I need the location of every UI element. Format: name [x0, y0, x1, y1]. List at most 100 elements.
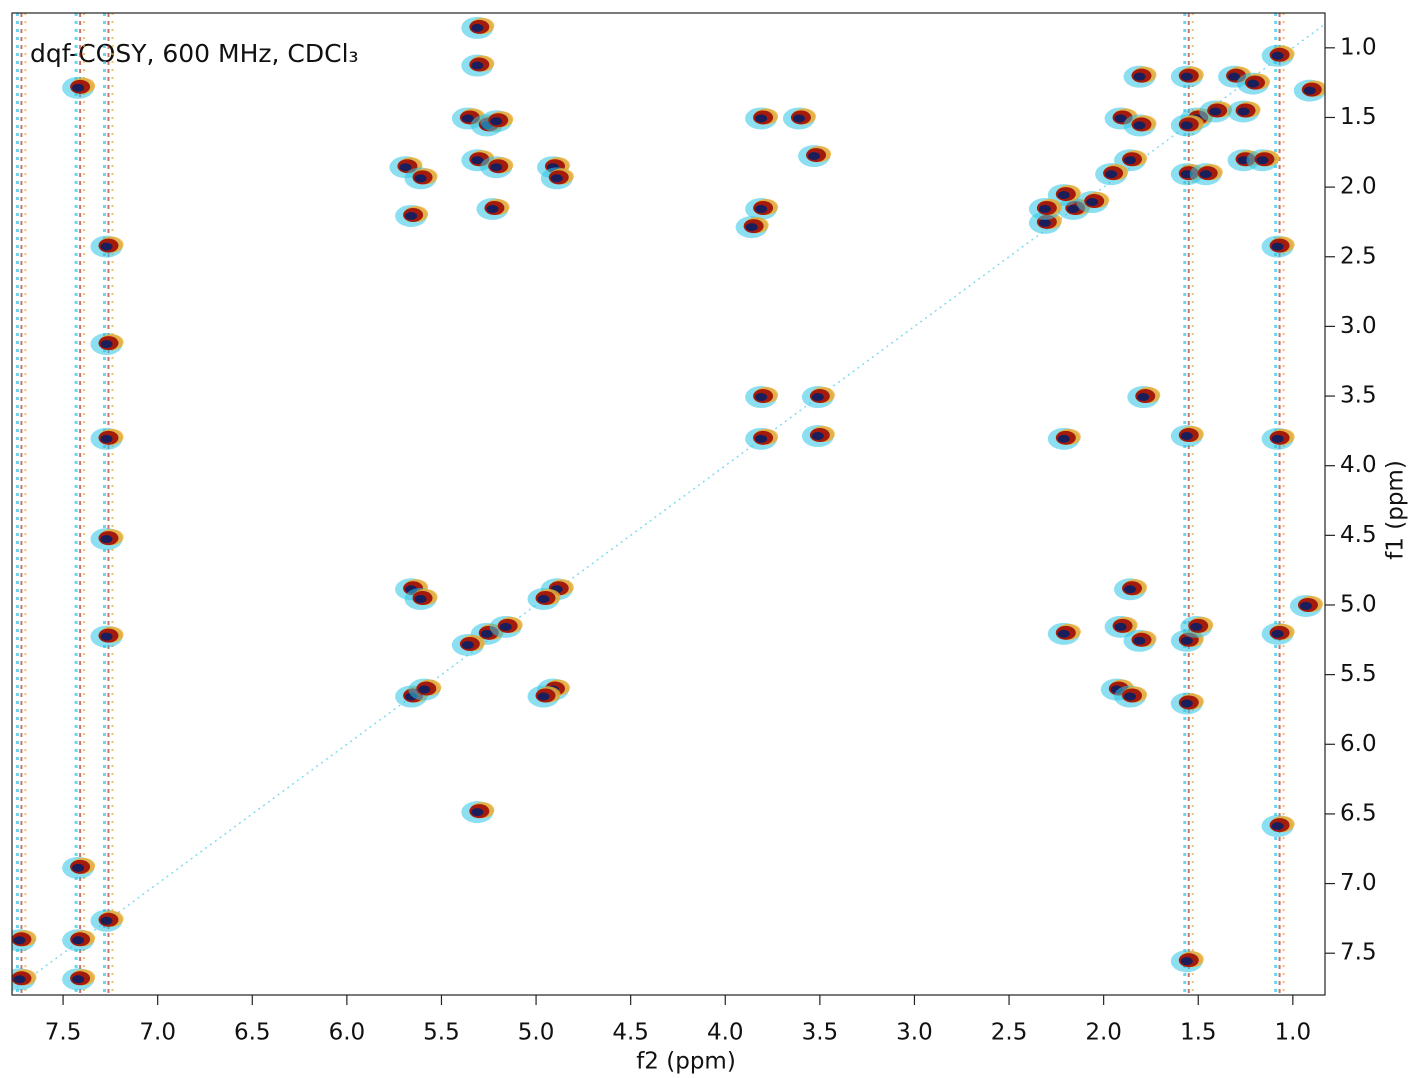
cross-peak: [480, 156, 514, 179]
cross-peak: [90, 625, 124, 648]
peak-core: [461, 114, 474, 123]
cross-peak: [489, 615, 523, 638]
cross-peak: [408, 678, 442, 701]
peak-core: [1057, 629, 1070, 638]
peak-core: [471, 156, 484, 165]
cross-peak: [1189, 163, 1223, 186]
peak-core: [1114, 622, 1127, 631]
peak-core: [414, 595, 427, 604]
peak-core: [1137, 393, 1150, 402]
peak-core: [72, 83, 85, 92]
cross-peak: [1170, 114, 1204, 137]
x-tick-label: 3.0: [896, 1020, 933, 1046]
cross-peak: [798, 145, 832, 168]
cross-peak: [476, 198, 510, 221]
cross-peak: [90, 235, 124, 258]
y-tick-label: 6.0: [1340, 731, 1377, 757]
peak-core: [1271, 822, 1284, 831]
cross-peak: [782, 107, 816, 130]
peak-core: [72, 863, 85, 872]
cross-peak: [62, 856, 96, 879]
peak-core: [1038, 218, 1051, 227]
peak-core: [418, 685, 431, 694]
peak-core: [490, 117, 503, 126]
peak-core: [1246, 79, 1259, 88]
diagonal: [12, 23, 1325, 992]
cross-peak: [1261, 622, 1295, 645]
cross-peak: [480, 110, 514, 133]
y-tick-label: 1.0: [1340, 34, 1377, 60]
peak-core: [1057, 191, 1070, 200]
peak-core: [755, 393, 768, 402]
cross-peak: [1236, 72, 1270, 95]
x-tick-label: 5.5: [423, 1020, 460, 1046]
x-tick-label: 7.0: [139, 1020, 176, 1046]
plot-frame: [11, 12, 1326, 996]
x-axis-label: f2 (ppm): [636, 1049, 736, 1075]
cross-peak: [1123, 629, 1157, 652]
peak-core: [537, 692, 550, 701]
cross-peak: [451, 633, 485, 656]
peak-core: [13, 975, 26, 984]
peak-core: [1209, 107, 1222, 116]
peak-core: [1124, 156, 1137, 165]
y-axis-label: f1 (ppm): [1383, 460, 1409, 560]
cross-peak: [1047, 427, 1081, 450]
peak-core: [1271, 434, 1284, 443]
cross-peak: [461, 16, 495, 39]
peak-core: [100, 632, 113, 641]
peak-core: [1180, 72, 1193, 81]
cross-peak: [461, 801, 495, 824]
cross-peak: [1246, 149, 1280, 172]
cross-peak: [527, 588, 561, 611]
peak-core: [1124, 692, 1137, 701]
cross-peak: [1095, 163, 1129, 186]
cross-peak: [12, 968, 37, 991]
peak-core: [811, 393, 824, 402]
peak-core: [100, 434, 113, 443]
cross-peak: [1076, 191, 1110, 214]
peak-core: [480, 629, 493, 638]
x-tick-label: 1.5: [1180, 1020, 1217, 1046]
y-tick-label: 1.5: [1340, 104, 1377, 130]
peak-core: [100, 535, 113, 544]
peak-core: [414, 174, 427, 183]
cross-peak: [395, 204, 429, 227]
peak-core: [1271, 242, 1284, 251]
ridge: [102, 13, 114, 995]
cross-peak: [540, 167, 574, 190]
peak-core: [1180, 636, 1193, 645]
cross-peak: [735, 216, 769, 239]
y-tick-label: 2.5: [1340, 243, 1377, 269]
cross-peak: [90, 909, 124, 932]
peak-core: [471, 61, 484, 70]
peak-core: [1299, 601, 1312, 610]
peak-core: [72, 975, 85, 984]
peak-core: [1180, 699, 1193, 708]
peak-core: [1237, 107, 1250, 116]
cross-peak: [1028, 198, 1062, 221]
cross-peak: [1104, 615, 1138, 638]
ridge: [1183, 13, 1194, 995]
y-tick-label: 7.5: [1340, 940, 1377, 966]
peak-core: [100, 340, 113, 349]
x-tick-label: 6.0: [329, 1020, 366, 1046]
cross-peak: [62, 929, 96, 952]
cross-peak: [62, 76, 96, 99]
peak-core: [1271, 51, 1284, 60]
peak-core: [1256, 156, 1269, 165]
peak-core: [808, 152, 821, 161]
x-tick-label: 2.0: [1085, 1020, 1122, 1046]
peak-core: [1228, 72, 1241, 81]
peak-core: [811, 432, 824, 441]
cross-peak: [745, 386, 779, 409]
y-tick-label: 7.0: [1340, 870, 1377, 896]
cross-peak: [801, 425, 835, 448]
peak-core: [471, 808, 484, 817]
cross-peak: [1114, 149, 1148, 172]
x-tick-label: 1.0: [1275, 1020, 1312, 1046]
cross-peak: [90, 427, 124, 450]
peak-core: [755, 114, 768, 123]
cross-peak: [1289, 594, 1323, 617]
